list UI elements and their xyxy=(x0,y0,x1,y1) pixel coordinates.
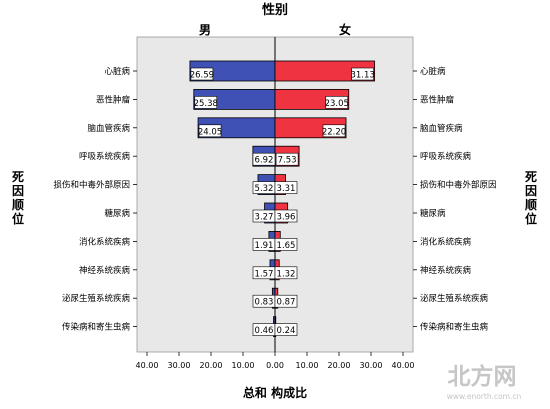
series-label-male: 男 xyxy=(199,23,211,37)
category-label-right: 泌尿生殖系统疾病 xyxy=(420,293,489,304)
value-label-box-female xyxy=(322,124,346,138)
y-axis-title-char: 死 xyxy=(525,170,537,184)
y-axis-title-char: 因 xyxy=(525,183,537,198)
value-label-box-female xyxy=(274,294,298,308)
value-label-female: 1.65 xyxy=(277,241,296,251)
value-label-box-male xyxy=(190,67,214,81)
category-label-left: 神经系统疾病 xyxy=(79,265,131,276)
value-label-male: 1.91 xyxy=(255,241,274,251)
y-axis-title-char: 位 xyxy=(525,211,537,226)
category-label-right: 恶性肿瘤 xyxy=(420,94,455,105)
value-label-box-female xyxy=(274,266,298,280)
value-label-male: 6.92 xyxy=(255,156,274,166)
category-label-right: 脑血管疾病 xyxy=(420,123,463,134)
y-axis-title-char: 顺 xyxy=(525,197,537,212)
value-label-box-male xyxy=(194,96,218,109)
value-label-female: 22.20 xyxy=(322,127,346,137)
category-label-right: 损伤和中毒外部原因 xyxy=(420,180,497,191)
watermark-logo: 北方网 www.enorth.com.cn xyxy=(447,363,522,401)
value-label-female: 7.53 xyxy=(278,156,297,166)
category-label-left: 传染病和寄生虫病 xyxy=(62,322,131,333)
category-label-left: 恶性肿瘤 xyxy=(96,94,131,105)
category-label-left: 损伤和中毒外部原因 xyxy=(53,180,130,191)
value-label-box-male xyxy=(252,152,276,166)
value-label-male: 26.59 xyxy=(190,71,214,81)
x-tick-label: 40.00 xyxy=(392,361,415,370)
value-label-box-female xyxy=(274,238,298,251)
value-label-box-female xyxy=(274,181,298,194)
value-label-female: 0.24 xyxy=(277,326,296,336)
x-tick-label: 0.00 xyxy=(266,361,284,370)
value-label-box-female xyxy=(274,323,298,336)
category-label-left: 泌尿生殖系统疾病 xyxy=(62,293,131,304)
value-label-box-female xyxy=(351,67,374,81)
category-label-right: 神经系统疾病 xyxy=(420,265,472,276)
watermark-url: www.enorth.com.cn xyxy=(447,392,522,401)
value-label-male: 25.38 xyxy=(194,99,218,109)
series-label-female: 女 xyxy=(339,22,351,37)
category-label-right: 糖尿病 xyxy=(420,208,446,219)
x-tick-label: 10.00 xyxy=(232,361,255,370)
bar-female xyxy=(274,60,376,82)
x-tick-label: 30.00 xyxy=(360,361,383,370)
x-tick-label: 20.00 xyxy=(328,361,351,370)
value-label-male: 24.05 xyxy=(198,127,222,137)
bars-layer: 26.59 31.13 25.38 23.05 24.05 22.20 6.92 7.53 5.… xyxy=(189,60,376,338)
chart-title: 性别 xyxy=(262,2,288,18)
y-axis-title-char: 位 xyxy=(12,211,24,226)
value-label-male: 5.32 xyxy=(255,184,274,194)
y-axis-title-char: 因 xyxy=(12,183,24,198)
value-label-male: 3.27 xyxy=(255,213,274,223)
x-axis-title: 总和 构成比 xyxy=(243,385,307,400)
category-label-left: 消化系统疾病 xyxy=(79,236,131,247)
value-label-box-male xyxy=(198,124,222,138)
watermark-text: 北方网 xyxy=(448,363,517,390)
x-tick-label: 40.00 xyxy=(136,361,159,370)
y-axis-title-char: 死 xyxy=(12,170,24,184)
value-label-box-female xyxy=(325,96,349,109)
value-label-box-female xyxy=(275,152,299,166)
value-label-male: 0.83 xyxy=(255,298,274,308)
value-label-female: 3.96 xyxy=(277,213,296,223)
value-label-female: 1.32 xyxy=(277,269,296,279)
category-label-right: 传染病和寄生虫病 xyxy=(420,322,489,333)
value-label-male: 1.57 xyxy=(255,269,274,279)
value-label-male: 0.46 xyxy=(255,326,274,336)
category-label-left: 脑血管疾病 xyxy=(87,123,130,134)
category-label-left: 心脏病 xyxy=(104,66,130,77)
category-label-left: 呼吸系统疾病 xyxy=(79,151,131,162)
value-label-female: 31.13 xyxy=(350,71,374,81)
y-axis-title-char: 顺 xyxy=(12,197,24,212)
x-tick-label: 30.00 xyxy=(168,361,191,370)
value-label-female: 0.87 xyxy=(277,298,296,308)
category-label-right: 呼吸系统疾病 xyxy=(420,151,472,162)
category-label-right: 心脏病 xyxy=(420,66,446,77)
x-tick-label: 20.00 xyxy=(200,361,223,370)
x-tick-label: 10.00 xyxy=(296,361,319,370)
value-label-female: 3.31 xyxy=(277,184,296,194)
value-label-female: 23.05 xyxy=(325,99,349,109)
category-label-right: 消化系统疾病 xyxy=(420,236,472,247)
value-label-box-female xyxy=(274,209,298,223)
category-label-left: 糖尿病 xyxy=(104,208,130,219)
